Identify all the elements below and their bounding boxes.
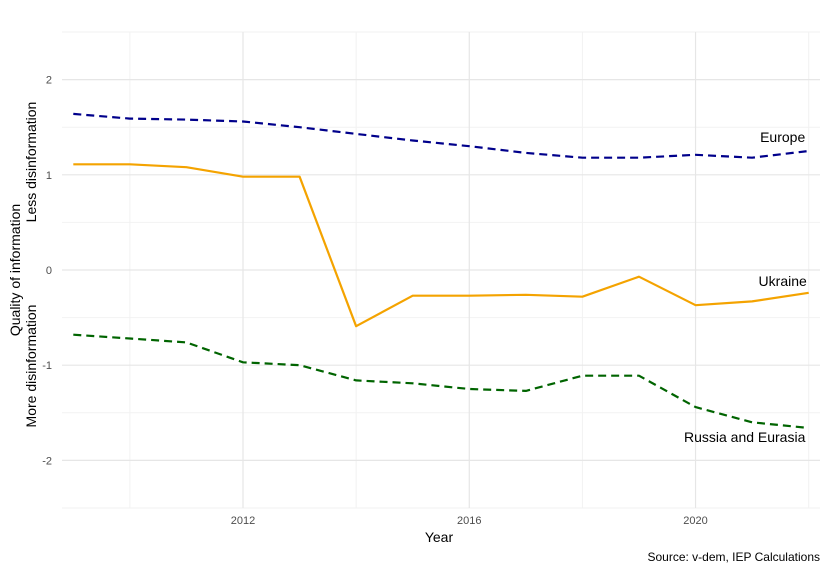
x-tick-label: 2012 — [231, 515, 255, 527]
y-tick-label: 1 — [46, 170, 52, 182]
series-labels: Europe Ukraine Russia and Eurasia — [684, 129, 807, 445]
source-caption: Source: v-dem, IEP Calculations — [647, 550, 820, 564]
series-line-ukraine — [73, 163, 809, 328]
y-tick-label: -2 — [42, 455, 52, 467]
series-lines — [73, 112, 809, 430]
y-axis-upper-label: Less disinformation — [23, 102, 39, 223]
series-line-europe — [73, 112, 809, 159]
y-tick-label: -1 — [42, 360, 52, 372]
series-label-europe: Europe — [760, 129, 805, 145]
y-tick-label: 2 — [46, 75, 52, 87]
grid — [62, 31, 820, 509]
x-axis-title: Year — [425, 529, 454, 545]
series-label-ukraine: Ukraine — [759, 273, 807, 289]
x-tick-label: 2016 — [457, 515, 481, 527]
y-tick-label: 0 — [46, 265, 52, 277]
series-label-russia-and-eurasia: Russia and Eurasia — [684, 429, 806, 445]
series-line-russia-and-eurasia — [73, 333, 809, 430]
tick-labels: 2012 2016 2020 -2 -1 0 1 2 — [42, 75, 708, 527]
y-axis-title: Quality of information — [7, 204, 23, 336]
y-axis-lower-label: More disinformation — [23, 305, 39, 428]
x-tick-label: 2020 — [683, 515, 707, 527]
